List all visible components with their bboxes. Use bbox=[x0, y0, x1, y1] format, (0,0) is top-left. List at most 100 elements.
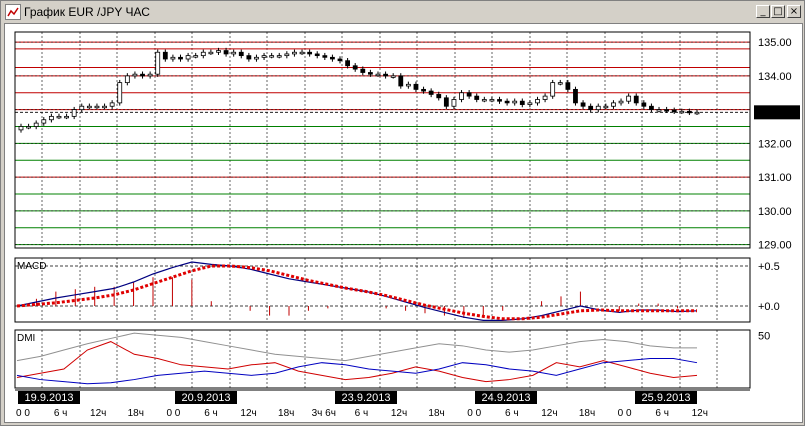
candle-body bbox=[512, 100, 518, 104]
candle-body bbox=[231, 51, 237, 55]
candle-body bbox=[664, 109, 670, 112]
date-badge bbox=[475, 391, 537, 404]
candle-body bbox=[489, 99, 495, 102]
candle-body bbox=[94, 105, 100, 109]
candle-body bbox=[679, 110, 685, 114]
candle-body bbox=[474, 95, 480, 100]
dmi-adx-line bbox=[16, 332, 697, 362]
dmi-minus-di-line bbox=[16, 357, 698, 385]
candle-body bbox=[299, 51, 305, 55]
candle-body bbox=[178, 56, 183, 60]
time-axis-tick-label: 18ч bbox=[579, 408, 595, 419]
minimize-button[interactable]: _ bbox=[756, 5, 770, 18]
candle-body bbox=[155, 51, 161, 75]
candle-body bbox=[603, 105, 609, 109]
time-axis-tick-label: 0 0 bbox=[618, 408, 632, 419]
time-axis-tick-label: 3ч 6ч bbox=[312, 408, 336, 419]
macd-panel-frame bbox=[14, 257, 751, 323]
chart-app-icon-glyph bbox=[7, 7, 19, 17]
date-label: 19.9.2013 bbox=[25, 392, 74, 404]
candle-body bbox=[565, 82, 571, 90]
candle-body bbox=[656, 109, 662, 112]
candle-body bbox=[314, 53, 320, 57]
candle-body bbox=[64, 115, 69, 119]
price-tick-label: 134.00 bbox=[758, 71, 792, 83]
date-badge bbox=[335, 391, 397, 404]
candle-body bbox=[109, 102, 115, 107]
candle-body bbox=[132, 73, 138, 77]
candle-body bbox=[246, 55, 252, 60]
candle-body bbox=[451, 99, 457, 107]
candle-body bbox=[436, 94, 442, 99]
candle-body bbox=[550, 82, 556, 97]
time-axis-tick-label: 0 0 bbox=[16, 408, 30, 419]
candle-body bbox=[481, 99, 487, 102]
candle-body bbox=[504, 100, 510, 104]
candle-body bbox=[117, 82, 123, 104]
price-tick-label: 130.00 bbox=[758, 206, 792, 218]
dmi-panel-frame bbox=[14, 329, 751, 389]
chart-app-icon bbox=[5, 4, 21, 20]
candle-body bbox=[170, 56, 176, 60]
candle-body bbox=[208, 51, 214, 55]
candle-body bbox=[261, 55, 267, 58]
candle-body bbox=[41, 119, 47, 124]
candle-body bbox=[459, 92, 464, 100]
time-axis-tick-label: 6 ч bbox=[655, 408, 669, 419]
candle-body bbox=[352, 65, 358, 70]
candle-body bbox=[535, 99, 540, 104]
chart-area[interactable]: 135.00134.00133.00132.00131.00130.00129.… bbox=[4, 23, 803, 423]
candle-body bbox=[337, 58, 343, 62]
candle-body bbox=[124, 75, 130, 84]
price-tick-label: 129.00 bbox=[758, 240, 792, 252]
time-axis-tick-label: 12ч bbox=[541, 408, 557, 419]
candle-body bbox=[79, 105, 85, 111]
candle-body bbox=[390, 75, 396, 78]
candle-body bbox=[588, 105, 594, 111]
time-axis-tick-label: 6 ч bbox=[54, 408, 68, 419]
candle-body bbox=[519, 100, 525, 105]
candle-body bbox=[649, 105, 654, 111]
candle-body bbox=[86, 105, 92, 109]
candle-body bbox=[367, 72, 373, 75]
candle-body bbox=[26, 126, 31, 129]
date-label: 20.9.2013 bbox=[182, 392, 231, 404]
candle-body bbox=[687, 110, 692, 114]
price-panel-frame bbox=[14, 31, 751, 249]
candle-body bbox=[140, 73, 145, 77]
candle-body bbox=[633, 95, 639, 104]
candle-body bbox=[405, 83, 411, 87]
chart-canvas[interactable]: 135.00134.00133.00132.00131.00130.00129.… bbox=[5, 24, 802, 422]
candle-body bbox=[527, 102, 533, 105]
date-badge bbox=[175, 391, 237, 404]
time-axis-tick-label: 12ч bbox=[391, 408, 407, 419]
candle-body bbox=[254, 56, 259, 60]
candle-body bbox=[595, 105, 601, 111]
candle-body bbox=[618, 100, 624, 104]
candle-body bbox=[641, 102, 647, 107]
candle-body bbox=[71, 109, 77, 117]
time-axis-tick-label: 18ч bbox=[128, 408, 144, 419]
macd-tick-label: +0.0 bbox=[758, 301, 780, 313]
candle-body bbox=[269, 55, 275, 58]
candle-body bbox=[580, 102, 586, 107]
price-tick-label: 132.00 bbox=[758, 138, 792, 150]
close-button[interactable]: × bbox=[787, 5, 801, 18]
date-label: 25.9.2013 bbox=[642, 392, 691, 404]
candle-body bbox=[345, 60, 351, 67]
macd-tick-label: +0.5 bbox=[758, 261, 780, 273]
candle-body bbox=[322, 55, 328, 58]
candle-body bbox=[694, 111, 700, 115]
date-badge bbox=[18, 391, 80, 404]
current-price-label: 132.92 bbox=[758, 107, 792, 119]
candle-body bbox=[33, 122, 39, 127]
title-bar[interactable]: График EUR /JPY ЧАС _ □ × bbox=[2, 2, 803, 21]
dmi-tick-label: 50 bbox=[758, 330, 770, 342]
maximize-button[interactable]: □ bbox=[771, 5, 785, 18]
candle-body bbox=[375, 73, 381, 77]
candle-body bbox=[162, 51, 168, 60]
time-axis-tick-label: 18ч bbox=[428, 408, 444, 419]
date-label: 24.9.2013 bbox=[482, 392, 531, 404]
candle-body bbox=[102, 105, 107, 109]
